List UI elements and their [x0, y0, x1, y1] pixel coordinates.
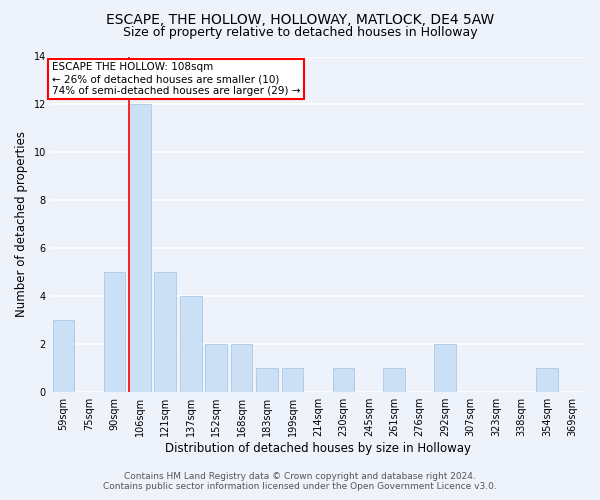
Bar [180, 296, 202, 392]
Bar [129, 104, 151, 392]
X-axis label: Distribution of detached houses by size in Holloway: Distribution of detached houses by size … [165, 442, 471, 455]
Text: Size of property relative to detached houses in Holloway: Size of property relative to detached ho… [122, 26, 478, 39]
Bar [256, 368, 278, 392]
Bar [332, 368, 354, 392]
Bar [205, 344, 227, 392]
Bar [231, 344, 253, 392]
Bar [434, 344, 456, 392]
Bar [104, 272, 125, 392]
Y-axis label: Number of detached properties: Number of detached properties [15, 132, 28, 318]
Bar [536, 368, 557, 392]
Bar [383, 368, 405, 392]
Bar [281, 368, 303, 392]
Bar [53, 320, 74, 392]
Text: ESCAPE THE HOLLOW: 108sqm
← 26% of detached houses are smaller (10)
74% of semi-: ESCAPE THE HOLLOW: 108sqm ← 26% of detac… [52, 62, 301, 96]
Text: Contains HM Land Registry data © Crown copyright and database right 2024.
Contai: Contains HM Land Registry data © Crown c… [103, 472, 497, 491]
Text: ESCAPE, THE HOLLOW, HOLLOWAY, MATLOCK, DE4 5AW: ESCAPE, THE HOLLOW, HOLLOWAY, MATLOCK, D… [106, 12, 494, 26]
Bar [154, 272, 176, 392]
